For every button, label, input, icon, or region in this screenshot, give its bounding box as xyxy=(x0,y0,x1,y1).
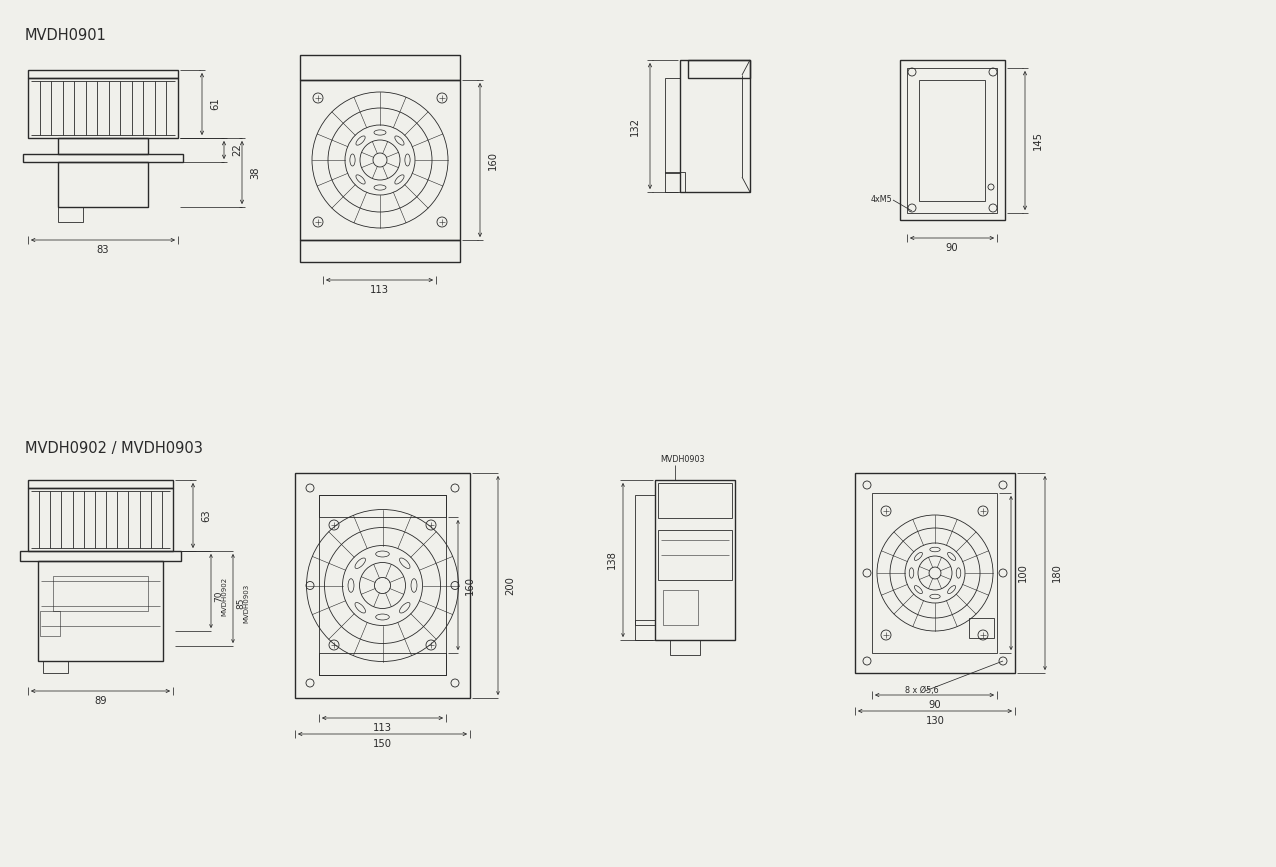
Bar xyxy=(300,80,461,240)
Bar xyxy=(28,488,174,551)
Text: 63: 63 xyxy=(202,509,211,522)
Text: 180: 180 xyxy=(1051,564,1062,583)
Text: 100: 100 xyxy=(1018,564,1028,583)
Text: 113: 113 xyxy=(370,285,389,295)
Text: 90: 90 xyxy=(928,700,940,710)
Bar xyxy=(20,551,181,561)
Bar xyxy=(665,172,685,192)
Bar xyxy=(40,611,60,636)
Bar xyxy=(319,495,447,675)
Text: 90: 90 xyxy=(946,243,958,253)
Bar xyxy=(319,653,447,675)
Bar xyxy=(43,661,68,673)
Bar xyxy=(680,60,750,192)
Bar xyxy=(319,495,447,517)
Bar xyxy=(57,207,83,222)
Text: MVDH0901: MVDH0901 xyxy=(26,28,107,43)
Bar xyxy=(658,530,732,580)
Text: 145: 145 xyxy=(1034,131,1042,150)
Bar xyxy=(635,620,655,640)
Bar xyxy=(655,480,735,640)
Text: 89: 89 xyxy=(94,696,107,706)
Bar xyxy=(658,483,732,518)
Text: 160: 160 xyxy=(464,576,475,595)
Bar xyxy=(872,493,997,653)
Text: 85: 85 xyxy=(236,597,245,609)
Bar xyxy=(968,618,994,638)
Bar xyxy=(664,590,698,625)
Bar xyxy=(300,55,461,80)
Bar xyxy=(670,640,701,655)
Bar xyxy=(28,70,177,78)
Bar xyxy=(855,473,1014,673)
Text: MVDH0902: MVDH0902 xyxy=(221,577,227,616)
Bar xyxy=(295,473,470,698)
Text: 70: 70 xyxy=(214,590,223,602)
Bar xyxy=(57,138,148,154)
Bar xyxy=(23,154,182,162)
Text: 4xM5: 4xM5 xyxy=(870,195,892,205)
Text: 138: 138 xyxy=(607,551,618,570)
Bar xyxy=(54,576,148,611)
Text: 132: 132 xyxy=(630,116,641,135)
Text: 160: 160 xyxy=(487,151,498,170)
Bar xyxy=(900,60,1005,220)
Bar xyxy=(28,480,174,488)
Text: 200: 200 xyxy=(505,576,516,595)
Text: 38: 38 xyxy=(250,166,260,179)
Bar xyxy=(635,495,655,625)
Bar xyxy=(907,68,997,213)
Bar xyxy=(688,60,750,78)
Text: 113: 113 xyxy=(373,723,392,733)
Text: MVDH0903: MVDH0903 xyxy=(242,583,249,623)
Text: 150: 150 xyxy=(373,739,392,749)
Bar xyxy=(57,162,148,207)
Text: MVDH0903: MVDH0903 xyxy=(660,455,704,464)
Text: 61: 61 xyxy=(211,98,219,110)
Bar xyxy=(665,78,680,173)
Text: 22: 22 xyxy=(232,144,242,156)
Text: 8 x Ø5,6: 8 x Ø5,6 xyxy=(905,686,939,695)
Bar xyxy=(28,78,177,138)
Bar xyxy=(919,80,985,201)
Bar xyxy=(300,240,461,262)
Bar xyxy=(38,561,163,661)
Text: 83: 83 xyxy=(97,245,110,255)
Text: MVDH0902 / MVDH0903: MVDH0902 / MVDH0903 xyxy=(26,441,203,456)
Text: 130: 130 xyxy=(925,716,944,726)
